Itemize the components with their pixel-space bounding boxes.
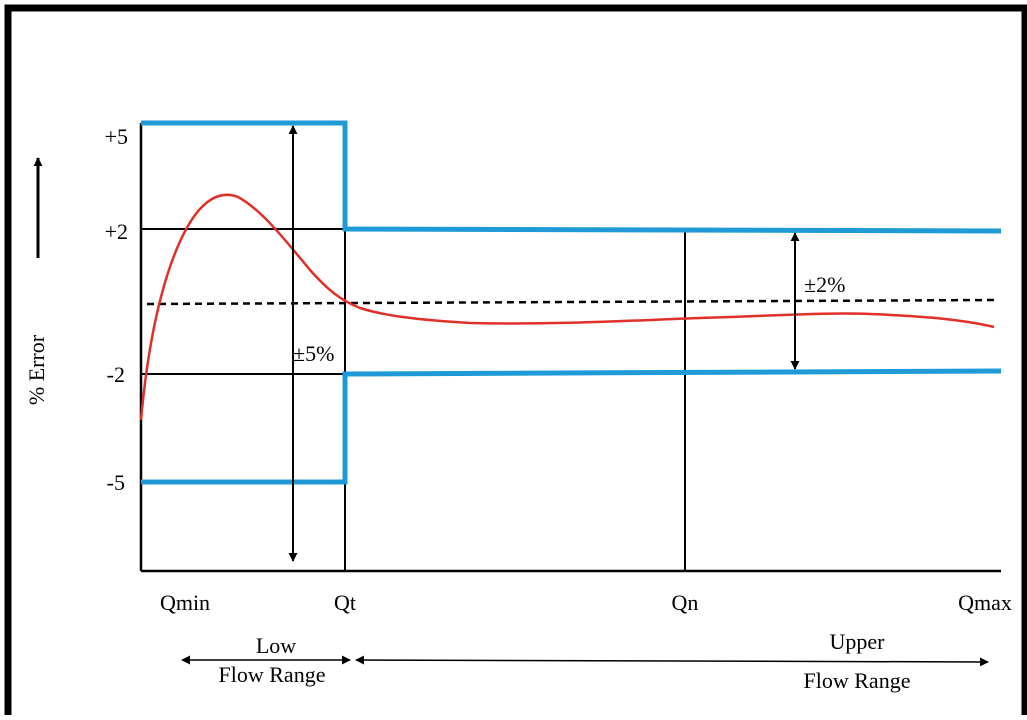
upper-range-label-line1: Upper <box>830 629 886 654</box>
upper-range-label-line2: Flow Range <box>804 668 911 693</box>
high-tolerance-label: ±2% <box>804 272 845 297</box>
error-curve <box>139 193 995 421</box>
low-range-label-line1: Low <box>256 633 296 658</box>
y-tick-label: -5 <box>107 470 125 495</box>
limit-lines <box>141 120 1002 485</box>
low-tolerance-label: ±5% <box>293 341 334 366</box>
y-tick-label: +5 <box>105 124 128 149</box>
y-tick-label: -2 <box>107 362 125 387</box>
low-range-label-line2: Flow Range <box>219 662 326 687</box>
zero-error-line <box>146 298 998 306</box>
upper-range-arrow <box>355 655 989 667</box>
lower-limit-line <box>141 368 1002 485</box>
upper-limit-line <box>141 120 1002 234</box>
x-tick-label: Qmin <box>160 590 210 615</box>
x-tick-label: Qmax <box>958 590 1012 615</box>
y-tick-label: +2 <box>105 219 128 244</box>
outer-frame <box>4 4 1027 720</box>
x-tick-label: Qn <box>672 590 699 615</box>
x-tick-label: Qt <box>334 590 356 615</box>
y-axis-label: % Error <box>24 334 49 405</box>
